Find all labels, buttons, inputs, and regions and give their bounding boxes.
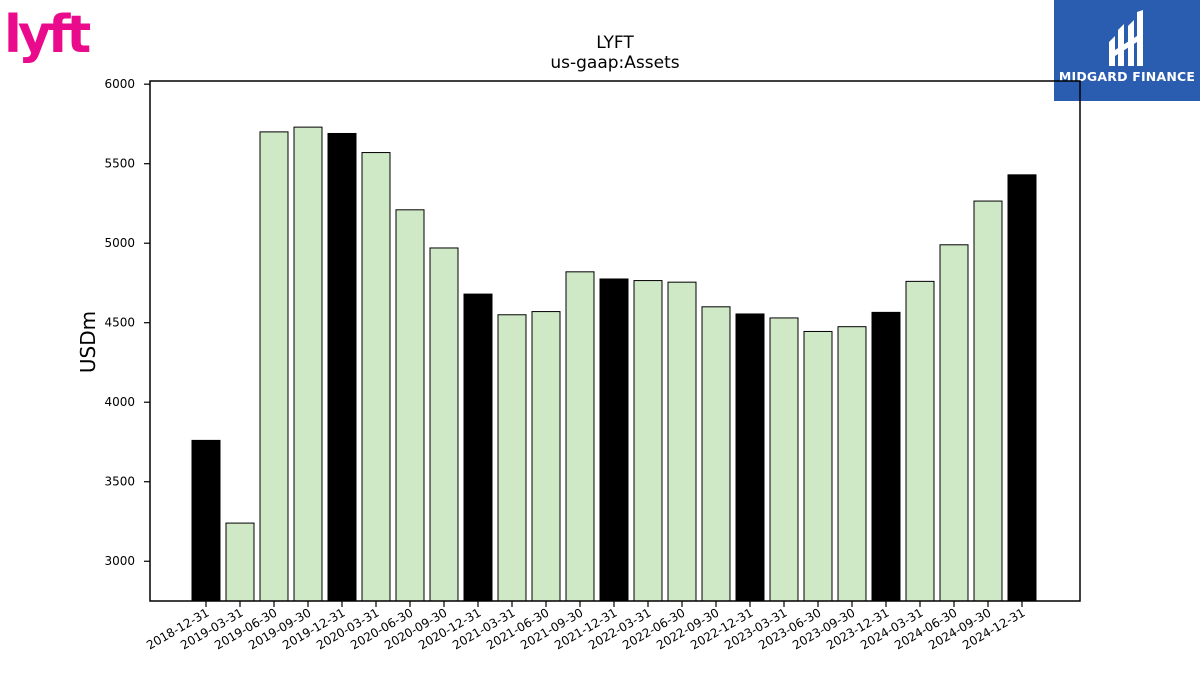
y-tick-label-4000: 4000 (104, 395, 135, 409)
bar-2018-12-31 (191, 439, 221, 602)
bar-2024-03-31 (905, 280, 935, 602)
lyft-logo-icon: lyft (4, 5, 94, 65)
bar-2021-12-31 (599, 278, 629, 602)
lyft-logo: lyft (2, 2, 102, 74)
bar-2021-06-30 (531, 311, 561, 602)
y-tick-label-4500: 4500 (104, 316, 135, 330)
bar-2020-12-31 (463, 293, 493, 602)
bar-2020-09-30 (429, 247, 459, 602)
bar-2019-09-30 (293, 126, 323, 602)
bar-2023-12-31 (871, 311, 901, 602)
chart-subtitle: us-gaap:Assets (550, 53, 679, 73)
bar-2022-12-31 (735, 313, 765, 602)
bar-2022-09-30 (701, 306, 731, 602)
y-tick-label-3500: 3500 (104, 475, 135, 489)
bar-2020-06-30 (395, 209, 425, 602)
y-tick-label-5500: 5500 (104, 157, 135, 171)
midgard-finance-logo: MIDGARD FINANCE (1054, 0, 1200, 101)
bar-2024-12-31 (1007, 174, 1037, 602)
midgard-finance-label: MIDGARD FINANCE (1058, 69, 1196, 84)
lyft-logo-text: lyft (4, 5, 90, 65)
bar-2024-06-30 (939, 244, 969, 602)
plot-area: 30003500400045005000550060002018-12-3120… (104, 77, 1081, 652)
bar-2023-03-31 (769, 317, 799, 602)
bar-2019-06-30 (259, 131, 289, 602)
bar-2022-03-31 (633, 280, 663, 602)
bar-2024-09-30 (973, 200, 1003, 602)
midgard-emblem-icon (1109, 10, 1143, 66)
bar-2023-06-30 (803, 330, 833, 602)
bar-2020-03-31 (361, 152, 391, 602)
bar-2022-06-30 (667, 281, 697, 602)
y-tick-label-3000: 3000 (104, 554, 135, 568)
bar-2019-12-31 (327, 132, 357, 602)
bar-2023-09-30 (837, 326, 867, 602)
plot-frame (149, 80, 1081, 602)
bar-2019-03-31 (225, 522, 255, 602)
bar-2021-09-30 (565, 271, 595, 602)
y-axis-label: USDm (76, 311, 100, 373)
bar-2021-03-31 (497, 314, 527, 602)
y-tick-label-5000: 5000 (104, 236, 135, 250)
chart-title: LYFT (596, 33, 634, 53)
y-tick-label-6000: 6000 (104, 77, 135, 91)
